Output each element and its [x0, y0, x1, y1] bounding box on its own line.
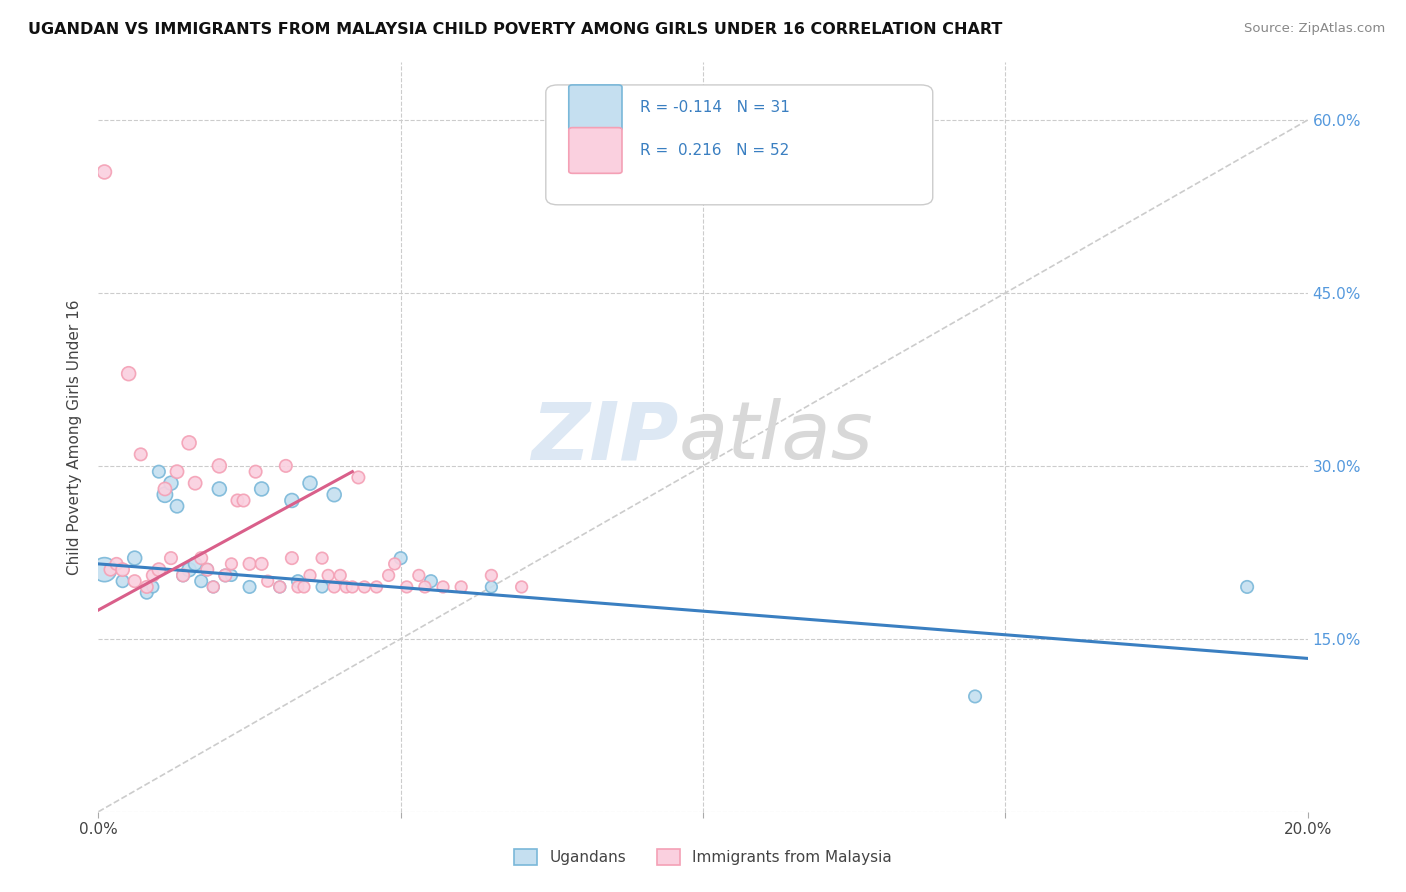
- Point: [148, 563, 170, 577]
- Point: [221, 557, 243, 571]
- Point: [142, 568, 165, 582]
- Point: [316, 568, 339, 582]
- Text: R = -0.114   N = 31: R = -0.114 N = 31: [640, 100, 790, 115]
- Point: [208, 482, 231, 496]
- Point: [311, 580, 333, 594]
- Point: [93, 563, 115, 577]
- Point: [413, 580, 436, 594]
- Point: [366, 580, 388, 594]
- Y-axis label: Child Poverty Among Girls Under 16: Child Poverty Among Girls Under 16: [67, 300, 83, 574]
- Point: [135, 580, 157, 594]
- Point: [221, 568, 243, 582]
- Point: [202, 580, 225, 594]
- Point: [269, 580, 291, 594]
- Point: [190, 574, 212, 589]
- Point: [105, 557, 128, 571]
- Text: ZIP: ZIP: [531, 398, 679, 476]
- Point: [281, 551, 304, 566]
- Text: atlas: atlas: [679, 398, 873, 476]
- Point: [214, 568, 236, 582]
- Point: [274, 458, 297, 473]
- Point: [214, 568, 236, 582]
- Point: [323, 488, 346, 502]
- Point: [269, 580, 291, 594]
- Point: [481, 568, 503, 582]
- Point: [153, 482, 176, 496]
- Point: [281, 493, 304, 508]
- Point: [93, 165, 115, 179]
- Point: [287, 574, 309, 589]
- FancyBboxPatch shape: [546, 85, 932, 205]
- Point: [384, 557, 406, 571]
- Point: [347, 470, 370, 484]
- Point: [245, 465, 267, 479]
- Point: [250, 482, 273, 496]
- Point: [377, 568, 399, 582]
- Point: [195, 563, 218, 577]
- Point: [160, 551, 183, 566]
- Point: [420, 574, 443, 589]
- Point: [135, 585, 157, 599]
- Point: [226, 493, 249, 508]
- Point: [124, 574, 146, 589]
- Point: [250, 557, 273, 571]
- Legend: Ugandans, Immigrants from Malaysia: Ugandans, Immigrants from Malaysia: [508, 843, 898, 871]
- Point: [481, 580, 503, 594]
- Point: [179, 563, 201, 577]
- Point: [202, 580, 225, 594]
- Point: [166, 465, 188, 479]
- Point: [239, 580, 262, 594]
- Point: [408, 568, 430, 582]
- Point: [287, 580, 309, 594]
- Point: [184, 476, 207, 491]
- Point: [118, 367, 141, 381]
- Point: [323, 580, 346, 594]
- Point: [124, 551, 146, 566]
- Point: [195, 563, 218, 577]
- Point: [342, 580, 364, 594]
- Point: [111, 574, 134, 589]
- Point: [239, 557, 262, 571]
- Point: [329, 568, 352, 582]
- Point: [129, 447, 152, 461]
- Point: [208, 458, 231, 473]
- Point: [184, 557, 207, 571]
- Point: [510, 580, 533, 594]
- Point: [232, 493, 254, 508]
- Point: [111, 563, 134, 577]
- Point: [1236, 580, 1258, 594]
- Point: [190, 551, 212, 566]
- Point: [292, 580, 315, 594]
- Point: [965, 690, 987, 704]
- Point: [335, 580, 357, 594]
- Text: R =  0.216   N = 52: R = 0.216 N = 52: [640, 143, 789, 158]
- Point: [100, 563, 122, 577]
- Point: [148, 465, 170, 479]
- Point: [256, 574, 278, 589]
- Point: [432, 580, 454, 594]
- Point: [450, 580, 472, 594]
- Point: [389, 551, 412, 566]
- Point: [166, 500, 188, 514]
- Point: [142, 580, 165, 594]
- Text: Source: ZipAtlas.com: Source: ZipAtlas.com: [1244, 22, 1385, 36]
- Point: [353, 580, 375, 594]
- Text: UGANDAN VS IMMIGRANTS FROM MALAYSIA CHILD POVERTY AMONG GIRLS UNDER 16 CORRELATI: UGANDAN VS IMMIGRANTS FROM MALAYSIA CHIL…: [28, 22, 1002, 37]
- Point: [395, 580, 418, 594]
- FancyBboxPatch shape: [569, 128, 621, 173]
- Point: [172, 568, 194, 582]
- Point: [179, 435, 201, 450]
- Point: [311, 551, 333, 566]
- Point: [299, 476, 322, 491]
- Point: [299, 568, 322, 582]
- Point: [160, 476, 183, 491]
- Point: [153, 488, 176, 502]
- Point: [172, 568, 194, 582]
- FancyBboxPatch shape: [569, 85, 621, 130]
